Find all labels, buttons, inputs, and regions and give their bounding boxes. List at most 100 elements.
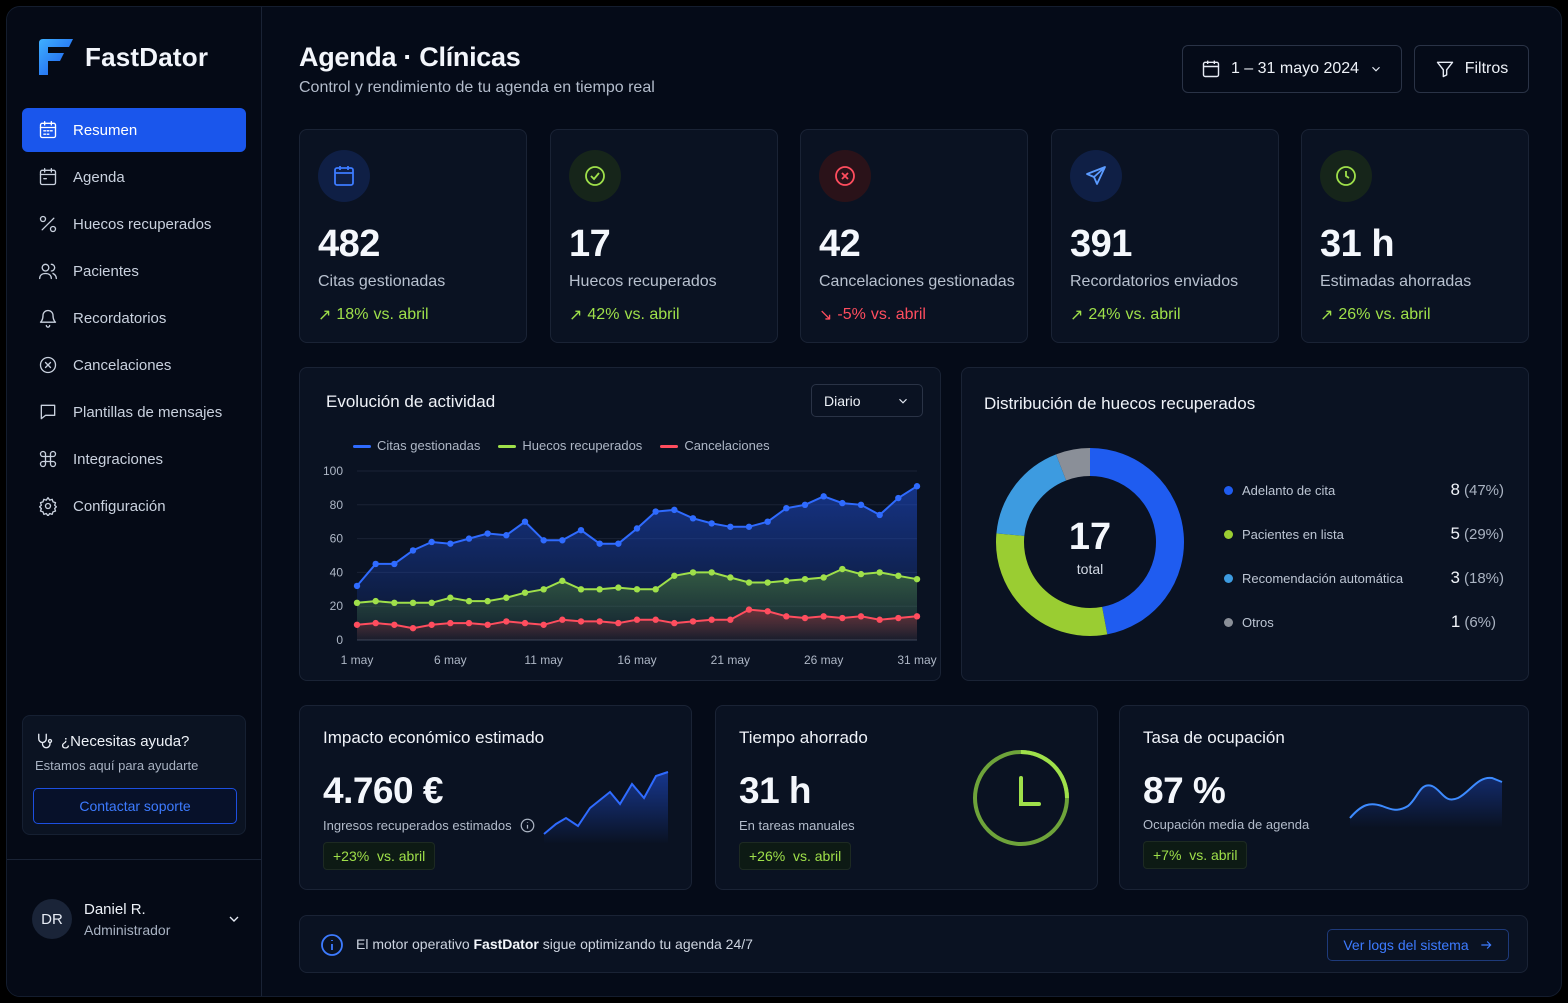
sidebar-item-plantillas[interactable]: Plantillas de mensajes [22, 390, 246, 434]
data-point [391, 560, 398, 568]
calendar-icon [39, 121, 57, 139]
data-point [876, 511, 883, 519]
x-tick-label: 21 may [711, 653, 750, 667]
data-point [615, 619, 622, 627]
data-point [708, 616, 715, 623]
data-point [913, 483, 921, 490]
data-point [503, 618, 510, 625]
filters-button[interactable]: Filtros [1414, 45, 1529, 93]
sidebar-item-configuracion[interactable]: Configuración [22, 484, 246, 528]
main-content: Agenda · Clínicas Control y rendimiento … [262, 7, 1561, 996]
occupancy-sparkline [1349, 776, 1503, 828]
y-tick-label: 20 [330, 599, 344, 613]
help-subtitle: Estamos aquí para ayudarte [35, 758, 199, 773]
chevron-down-icon [1372, 66, 1380, 72]
occupancy-card: Tasa de ocupación 87 % Ocupación media d… [1119, 705, 1529, 890]
data-point [372, 560, 379, 568]
donut-slice [996, 533, 1108, 636]
sidebar-item-pacientes[interactable]: Pacientes [22, 249, 246, 293]
donut-slice [1089, 448, 1184, 635]
divider [7, 859, 262, 860]
help-card: ¿Necesitas ayuda? Estamos aquí para ayud… [22, 715, 246, 835]
y-tick-label: 100 [323, 464, 343, 478]
data-point [521, 589, 529, 596]
data-point [876, 616, 883, 623]
data-point [839, 565, 846, 573]
sidebar-item-recordatorios[interactable]: Recordatorios [22, 296, 246, 340]
time-card: Tiempo ahorrado 31 h En tareas manuales … [715, 705, 1098, 890]
data-point [484, 530, 491, 537]
list-item: Pacientes en lista 5 (29%) [1224, 512, 1504, 556]
data-point [559, 616, 566, 623]
kpi-label: Citas gestionadas [318, 273, 446, 290]
contact-support-button[interactable]: Contactar soporte [33, 788, 237, 824]
trend-up-icon: ↗ [1070, 307, 1084, 324]
impact-sparkline [543, 771, 669, 844]
calendar-icon [39, 168, 57, 186]
sidebar-item-cancelaciones[interactable]: Cancelaciones [22, 343, 246, 387]
data-point [353, 621, 361, 628]
sidebar-item-agenda[interactable]: Agenda [22, 155, 246, 199]
user-menu[interactable]: DR Daniel R. Administrador [32, 899, 242, 939]
data-point [689, 515, 697, 522]
sidebar-item-resumen[interactable]: Resumen [22, 108, 246, 152]
kpi-value: 17 [569, 223, 611, 265]
data-point [839, 614, 846, 622]
data-point [689, 569, 697, 576]
data-point [671, 619, 678, 627]
legend-item: Cancelaciones [660, 438, 770, 453]
time-title: Tiempo ahorrado [739, 728, 868, 747]
info-icon[interactable] [520, 818, 535, 833]
send-icon [1070, 150, 1122, 202]
kpi-label: Recordatorios enviados [1070, 273, 1239, 290]
data-point [671, 506, 678, 514]
sidebar-item-label: Pacientes [73, 262, 139, 280]
help-title: ¿Necesitas ayuda? [35, 732, 233, 750]
command-icon [39, 450, 57, 468]
data-point [764, 608, 771, 615]
data-point [895, 614, 902, 622]
fastdator-logo-icon [39, 39, 73, 75]
data-point [820, 493, 827, 500]
sidebar-item-label: Plantillas de mensajes [73, 403, 223, 421]
impact-subtitle: Ingresos recuperados estimados [323, 818, 535, 833]
page-subtitle: Control y rendimiento de tu agenda en ti… [299, 79, 655, 96]
period-select[interactable]: Diario [811, 384, 923, 417]
brand[interactable]: FastDator [37, 37, 208, 77]
data-point [708, 520, 715, 527]
users-icon [39, 263, 57, 280]
filters-label: Filtros [1464, 60, 1509, 77]
data-point [428, 599, 435, 607]
y-tick-label: 60 [330, 532, 344, 546]
bell-icon [39, 309, 57, 328]
data-point [727, 523, 734, 530]
chevron-down-icon[interactable] [226, 911, 242, 927]
data-point [559, 577, 566, 585]
data-point [727, 574, 734, 581]
date-range-picker[interactable]: 1 – 31 mayo 2024 [1182, 45, 1402, 93]
data-point [820, 574, 827, 581]
x-tick-label: 1 may [341, 653, 374, 667]
sidebar-nav: Resumen Agenda Huecos recuperados Pacien… [22, 108, 246, 531]
sidebar-item-integraciones[interactable]: Integraciones [22, 437, 246, 481]
y-tick-label: 80 [330, 498, 344, 512]
kpi-value: 482 [318, 223, 380, 265]
data-point [764, 579, 771, 586]
donut-total-label: total [1076, 561, 1104, 577]
legend-item: Huecos recuperados [498, 438, 642, 453]
data-point [540, 537, 547, 544]
date-range-label: 1 – 31 mayo 2024 [1230, 60, 1360, 77]
data-point [820, 613, 827, 620]
view-logs-button[interactable]: Ver logs del sistema [1327, 929, 1509, 961]
message-icon [40, 404, 56, 420]
sidebar-item-label: Resumen [73, 121, 138, 139]
kpi-label: Huecos recuperados [569, 273, 717, 290]
data-point [857, 570, 865, 578]
data-point [727, 616, 734, 623]
data-point [745, 579, 753, 586]
impact-card: Impacto económico estimado 4.760 € Ingre… [299, 705, 692, 890]
avatar: DR [32, 899, 72, 939]
list-item: Otros 1 (6%) [1224, 600, 1504, 644]
sidebar-item-huecos-recuperados[interactable]: Huecos recuperados [22, 202, 246, 246]
distribution-donut-chart [996, 448, 1184, 636]
